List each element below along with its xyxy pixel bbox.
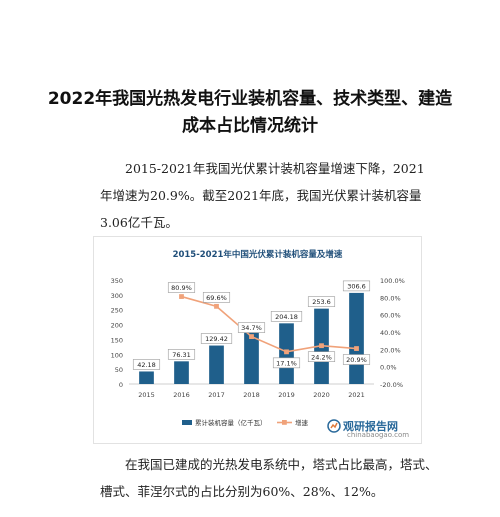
bar-value-label: 129.42 [205, 335, 228, 343]
y-right-tick-label: 0.0% [380, 364, 397, 372]
bar-value-label-box [270, 311, 303, 322]
x-tick-label: 2020 [313, 391, 330, 399]
bar-value-label-box [132, 359, 161, 370]
growth-value-label: 24.2% [311, 353, 332, 361]
y-left-tick-label: 150 [111, 336, 123, 344]
growth-value-label: 34.7% [241, 324, 262, 332]
document-title: 2022年我国光热发电行业装机容量、技术类型、建造成本占比情况统计 [47, 89, 453, 136]
y-left-tick-label: 50 [115, 366, 123, 374]
bar-value-label-box [167, 349, 196, 360]
growth-marker [179, 294, 184, 299]
x-tick-label: 2021 [348, 391, 365, 399]
watermark-icon [327, 419, 341, 433]
growth-marker [284, 349, 289, 355]
paragraph-2: 在我国已建成的光热发电系统中，塔式占比最高，塔式、槽式、菲涅尔式的占比分别为60… [100, 451, 440, 505]
bar-value-label: 253.6 [312, 298, 331, 306]
bar-value-label: 306.6 [347, 282, 366, 290]
y-right-tick-label: 80.0% [380, 294, 401, 302]
x-tick-label: 2017 [208, 391, 225, 399]
growth-marker [214, 303, 219, 309]
growth-value-label: 17.1% [276, 359, 297, 367]
paragraph-1: 2015-2021年我国光伏累计装机容量增速下降，2021年增速为20.9%。截… [100, 155, 430, 236]
bar-value-label-box [200, 333, 233, 344]
growth-marker [249, 334, 254, 339]
growth-value-label-box [167, 282, 196, 293]
y-left-tick-label: 100 [111, 351, 123, 359]
bar-value-label: 42.18 [137, 361, 156, 369]
growth-marker [354, 346, 359, 351]
growth-value-label: 69.6% [206, 294, 227, 302]
y-right-tick-label: 60.0% [380, 312, 401, 320]
chart-title: 2015-2021年中国光伏累计装机容量及增速 [173, 249, 343, 260]
growth-value-label: 20.9% [346, 356, 367, 364]
watermark-logo: 观研报告网 chinabaogao.com [325, 418, 421, 442]
y-left-tick-label: 350 [111, 277, 123, 285]
watermark-name: 观研报告网 [343, 420, 398, 433]
watermark-url: chinabaogao.com [347, 431, 410, 439]
bar-capacity [349, 292, 364, 384]
legend-marker-growth [282, 420, 287, 425]
growth-value-label-box [307, 351, 336, 362]
y-left-tick-label: 300 [111, 292, 123, 300]
growth-marker [319, 343, 324, 349]
y-right-tick-label: 20.0% [380, 346, 401, 354]
paragraph-1-text: 2015-2021年我国光伏累计装机容量增速下降，2021年增速为20.9%。截… [100, 161, 425, 230]
x-tick-label: 2015 [138, 391, 155, 399]
legend-label-capacity: 累计装机容量（亿千瓦） [195, 418, 267, 427]
paragraph-2-text: 在我国已建成的光热发电系统中，塔式占比最高，塔式、槽式、菲涅尔式的占比分别为60… [100, 457, 438, 499]
x-tick-label: 2016 [173, 391, 190, 399]
y-left-tick-label: 250 [111, 307, 123, 315]
growth-value-label-box [202, 292, 231, 303]
bar-value-label-box [342, 280, 371, 292]
bar-capacity [139, 371, 154, 384]
bar-value-label: 76.31 [172, 351, 191, 359]
bar-capacity [244, 332, 259, 384]
y-right-tick-label: 40.0% [380, 329, 401, 337]
bar-value-label-box [307, 296, 336, 307]
growth-value-label-box [342, 354, 371, 365]
y-left-tick-label: 200 [111, 322, 123, 330]
y-left-tick-label: 0 [119, 381, 123, 389]
y-right-tick-label: 100.0% [380, 277, 405, 285]
legend-label-growth: 增速 [295, 418, 309, 427]
bar-value-label: 204.18 [275, 313, 298, 321]
growth-value-label: 80.9% [171, 284, 192, 292]
chart-svg: 2015-2021年中国光伏累计装机容量及增速 0 50 100 150 200 250 30… [111, 249, 405, 427]
bar-capacity [174, 361, 189, 384]
chart-container: 2015-2021年中国光伏累计装机容量及增速 0 50 100 150 200 250 30… [93, 236, 422, 444]
growth-line [181, 295, 357, 353]
y-right-tick-label: -20.0% [380, 381, 403, 389]
growth-value-label-box [272, 357, 301, 369]
bar-capacity [209, 345, 224, 384]
x-tick-label: 2019 [278, 391, 295, 399]
x-tick-label: 2018 [243, 391, 260, 399]
growth-value-label-box [237, 322, 266, 333]
legend-swatch-capacity [182, 420, 192, 425]
